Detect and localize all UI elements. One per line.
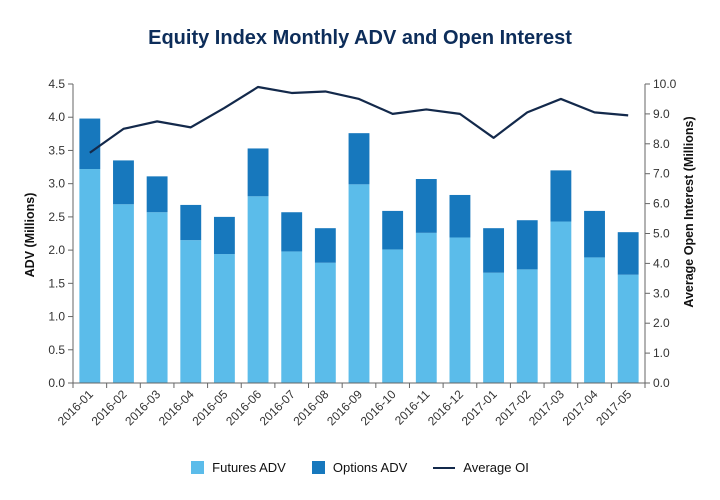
legend-swatch-oi [433, 466, 456, 469]
bar-futures-2016-12 [449, 237, 471, 383]
x-tick-label: 2016-09 [324, 387, 365, 428]
y2-tick-label: 3.0 [653, 286, 670, 300]
y2-tick-label: 7.0 [653, 167, 670, 181]
legend-label-oi: Average OI [463, 460, 529, 475]
legend-swatch-futures [191, 461, 205, 474]
bar-options-2017-02 [516, 220, 538, 270]
legend-item-futures: Futures ADV [191, 460, 286, 475]
bars-layer [79, 118, 639, 383]
bar-options-2017-05 [617, 232, 639, 275]
x-tick-label: 2016-12 [425, 387, 466, 428]
bar-futures-2017-01 [483, 272, 505, 383]
y-tick-label: 3.5 [48, 143, 65, 157]
bar-futures-2016-09 [348, 184, 370, 383]
x-tick-label: 2017-05 [593, 387, 634, 428]
bar-options-2016-01 [79, 118, 101, 170]
x-tick-label: 2016-06 [223, 387, 264, 428]
y2-tick-label: 9.0 [653, 107, 670, 121]
bar-options-2016-02 [113, 160, 134, 205]
legend-label-options: Options ADV [332, 460, 408, 475]
x-tick-label: 2016-01 [55, 387, 96, 428]
bar-options-2016-05 [213, 216, 235, 255]
bar-futures-2016-11 [415, 232, 437, 383]
bar-futures-2016-08 [314, 262, 336, 383]
bar-futures-2017-05 [617, 274, 639, 383]
bar-options-2016-03 [146, 176, 168, 213]
x-tick-label: 2016-04 [156, 387, 197, 428]
bar-futures-2017-03 [550, 221, 572, 383]
x-tick-label: 2016-11 [392, 387, 433, 428]
line-layer [89, 85, 629, 154]
bar-options-2016-11 [415, 179, 437, 233]
y-tick-label: 3.0 [48, 177, 65, 191]
bar-options-2016-08 [314, 228, 336, 263]
legend-item-options: Options ADV [311, 460, 408, 475]
bar-futures-2016-02 [113, 204, 134, 383]
bar-options-2016-09 [348, 133, 370, 185]
y-tick-label: 4.5 [48, 77, 65, 91]
bar-options-2016-10 [382, 210, 404, 250]
bar-futures-2016-05 [213, 254, 235, 383]
bar-futures-2016-07 [281, 251, 303, 383]
bar-futures-2016-10 [382, 249, 404, 383]
x-tick-label: 2017-01 [459, 387, 500, 428]
y-tick-label: 1.5 [48, 276, 65, 290]
y-tick-label: 1.0 [48, 310, 65, 324]
legend: Futures ADV Options ADV Average OI [0, 460, 720, 475]
bar-futures-2016-04 [180, 240, 202, 383]
y2-tick-label: 6.0 [653, 197, 670, 211]
legend-item-oi: Average OI [433, 460, 529, 475]
y-tick-label: 0.5 [48, 343, 65, 357]
bar-futures-2016-03 [146, 212, 168, 383]
x-tick-label: 2016-03 [122, 387, 163, 428]
x-tick-label: 2016-10 [358, 387, 399, 428]
legend-swatch-options [311, 461, 325, 474]
y2-tick-label: 2.0 [653, 316, 670, 330]
y2-tick-label: 8.0 [653, 137, 670, 151]
bar-futures-2016-01 [79, 169, 101, 383]
x-tick-label: 2016-05 [189, 387, 230, 428]
legend-label-futures: Futures ADV [212, 460, 286, 475]
x-tick-label: 2016-07 [257, 387, 298, 428]
chart-title: Equity Index Monthly ADV and Open Intere… [148, 27, 572, 49]
y-tick-label: 4.0 [48, 110, 65, 124]
bar-futures-2017-04 [584, 257, 605, 383]
bar-options-2016-04 [180, 204, 202, 241]
y-axis-label: ADV (Millions) [23, 193, 37, 278]
x-tick-label: 2017-03 [526, 387, 567, 428]
bar-options-2016-07 [281, 212, 303, 252]
y2-tick-label: 4.0 [653, 256, 670, 270]
bar-options-2017-01 [483, 228, 505, 273]
x-tick-label: 2017-02 [492, 387, 533, 428]
bar-options-2016-12 [449, 194, 471, 238]
y2-tick-label: 1.0 [653, 346, 670, 360]
bar-options-2017-03 [550, 170, 572, 222]
y2-tick-label: 10.0 [653, 77, 677, 91]
y2-tick-label: 5.0 [653, 227, 670, 241]
y2-tick-label: 0.0 [653, 376, 670, 390]
bar-futures-2016-06 [247, 196, 269, 383]
bar-futures-2017-02 [516, 269, 538, 383]
y2-axis-label: Average Open Interest (Millions) [682, 116, 696, 307]
y-tick-label: 0.0 [48, 376, 65, 390]
x-tick-label: 2016-02 [89, 387, 130, 428]
y-tick-label: 2.5 [48, 210, 65, 224]
bar-options-2017-04 [584, 210, 605, 258]
x-tick-label: 2017-04 [560, 387, 601, 428]
x-tick-label: 2016-08 [290, 387, 331, 428]
y-tick-label: 2.0 [48, 243, 65, 257]
bar-options-2016-06 [247, 148, 269, 197]
